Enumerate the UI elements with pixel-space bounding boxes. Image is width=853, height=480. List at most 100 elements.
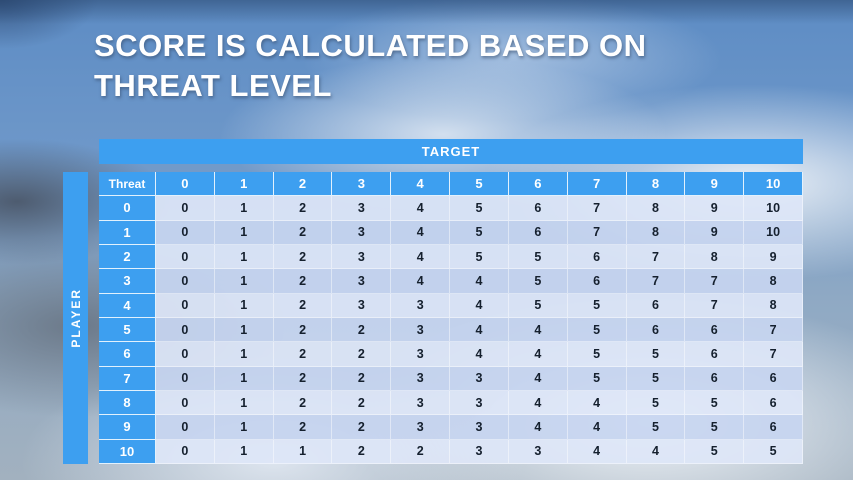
score-cell: 3 — [508, 439, 568, 464]
score-cell: 7 — [744, 318, 803, 343]
score-cell: 6 — [567, 269, 627, 294]
score-cell: 9 — [744, 245, 803, 270]
score-cell: 2 — [332, 439, 392, 464]
score-cell: 5 — [450, 220, 509, 245]
score-cell: 5 — [685, 391, 745, 416]
threat-row-header: 0 — [99, 196, 156, 221]
score-cell: 2 — [273, 391, 333, 416]
threat-row-header: 1 — [99, 220, 156, 245]
score-cell: 1 — [214, 439, 274, 464]
score-cell: 0 — [156, 196, 215, 221]
score-cell: 4 — [391, 220, 451, 245]
score-cell: 2 — [332, 415, 392, 440]
score-cell: 1 — [273, 439, 333, 464]
score-cell: 0 — [156, 318, 215, 343]
score-cell: 0 — [156, 439, 215, 464]
score-cell: 7 — [626, 269, 686, 294]
score-cell: 6 — [626, 318, 686, 343]
score-cell: 7 — [567, 220, 627, 245]
score-cell: 3 — [332, 245, 392, 270]
score-cell: 5 — [508, 269, 568, 294]
threat-row-header: 7 — [99, 366, 156, 391]
threat-row-header: 3 — [99, 269, 156, 294]
score-cell: 4 — [508, 391, 568, 416]
score-table: Threat 0 1 2 3 4 5 6 7 8 9 10 0 0 1 2 3 4 5 6 7 8 9 10 1 0 1 2 3 4 5 6 7… — [99, 172, 803, 464]
score-cell: 7 — [685, 269, 745, 294]
target-col-header: 6 — [508, 172, 568, 197]
threat-corner-header: Threat — [99, 172, 156, 197]
score-cell: 6 — [626, 293, 686, 318]
score-cell: 6 — [744, 415, 803, 440]
target-col-header: 3 — [332, 172, 392, 197]
score-cell: 10 — [744, 196, 803, 221]
score-cell: 5 — [450, 196, 509, 221]
score-cell: 0 — [156, 269, 215, 294]
score-cell: 3 — [450, 415, 509, 440]
score-cell: 10 — [744, 220, 803, 245]
score-cell: 2 — [273, 342, 333, 367]
player-axis-header: PLAYER — [63, 172, 88, 464]
score-cell: 0 — [156, 245, 215, 270]
score-cell: 4 — [508, 342, 568, 367]
score-cell: 5 — [626, 415, 686, 440]
score-cell: 7 — [685, 293, 745, 318]
score-cell: 0 — [156, 415, 215, 440]
score-cell: 2 — [332, 366, 392, 391]
score-cell: 2 — [273, 220, 333, 245]
score-cell: 2 — [332, 391, 392, 416]
score-cell: 9 — [685, 220, 745, 245]
player-axis-label: PLAYER — [68, 288, 83, 348]
score-cell: 4 — [450, 318, 509, 343]
score-cell: 5 — [626, 391, 686, 416]
score-cell: 5 — [744, 439, 803, 464]
threat-row-header: 2 — [99, 245, 156, 270]
score-cell: 5 — [685, 439, 745, 464]
score-cell: 6 — [685, 342, 745, 367]
score-cell: 1 — [214, 366, 274, 391]
score-cell: 5 — [450, 245, 509, 270]
score-cell: 0 — [156, 220, 215, 245]
score-cell: 5 — [567, 366, 627, 391]
score-cell: 5 — [567, 318, 627, 343]
score-cell: 3 — [391, 366, 451, 391]
score-cell: 5 — [626, 342, 686, 367]
score-cell: 3 — [332, 196, 392, 221]
threat-row-header: 10 — [99, 439, 156, 464]
score-cell: 6 — [744, 391, 803, 416]
score-cell: 0 — [156, 391, 215, 416]
threat-row-header: 9 — [99, 415, 156, 440]
score-cell: 7 — [626, 245, 686, 270]
score-cell: 4 — [450, 293, 509, 318]
score-cell: 2 — [273, 245, 333, 270]
score-cell: 2 — [273, 269, 333, 294]
score-cell: 1 — [214, 269, 274, 294]
score-cell: 4 — [567, 415, 627, 440]
score-cell: 5 — [685, 415, 745, 440]
score-cell: 0 — [156, 366, 215, 391]
target-col-header: 4 — [391, 172, 451, 197]
target-col-header: 9 — [685, 172, 745, 197]
score-cell: 1 — [214, 318, 274, 343]
score-cell: 1 — [214, 415, 274, 440]
score-cell: 3 — [450, 439, 509, 464]
score-cell: 6 — [508, 220, 568, 245]
score-cell: 2 — [273, 196, 333, 221]
score-cell: 5 — [567, 293, 627, 318]
score-cell: 3 — [450, 366, 509, 391]
score-cell: 4 — [508, 318, 568, 343]
score-cell: 7 — [744, 342, 803, 367]
score-cell: 5 — [567, 342, 627, 367]
score-cell: 4 — [567, 391, 627, 416]
score-cell: 2 — [273, 293, 333, 318]
page-title: SCORE IS CALCULATED BASED ON THREAT LEVE… — [94, 26, 734, 106]
score-cell: 2 — [273, 366, 333, 391]
score-cell: 8 — [626, 196, 686, 221]
score-cell: 4 — [450, 342, 509, 367]
target-col-header: 7 — [567, 172, 627, 197]
score-cell: 0 — [156, 293, 215, 318]
score-cell: 2 — [391, 439, 451, 464]
target-col-header: 8 — [626, 172, 686, 197]
score-cell: 8 — [744, 293, 803, 318]
score-cell: 4 — [508, 366, 568, 391]
score-cell: 4 — [391, 269, 451, 294]
